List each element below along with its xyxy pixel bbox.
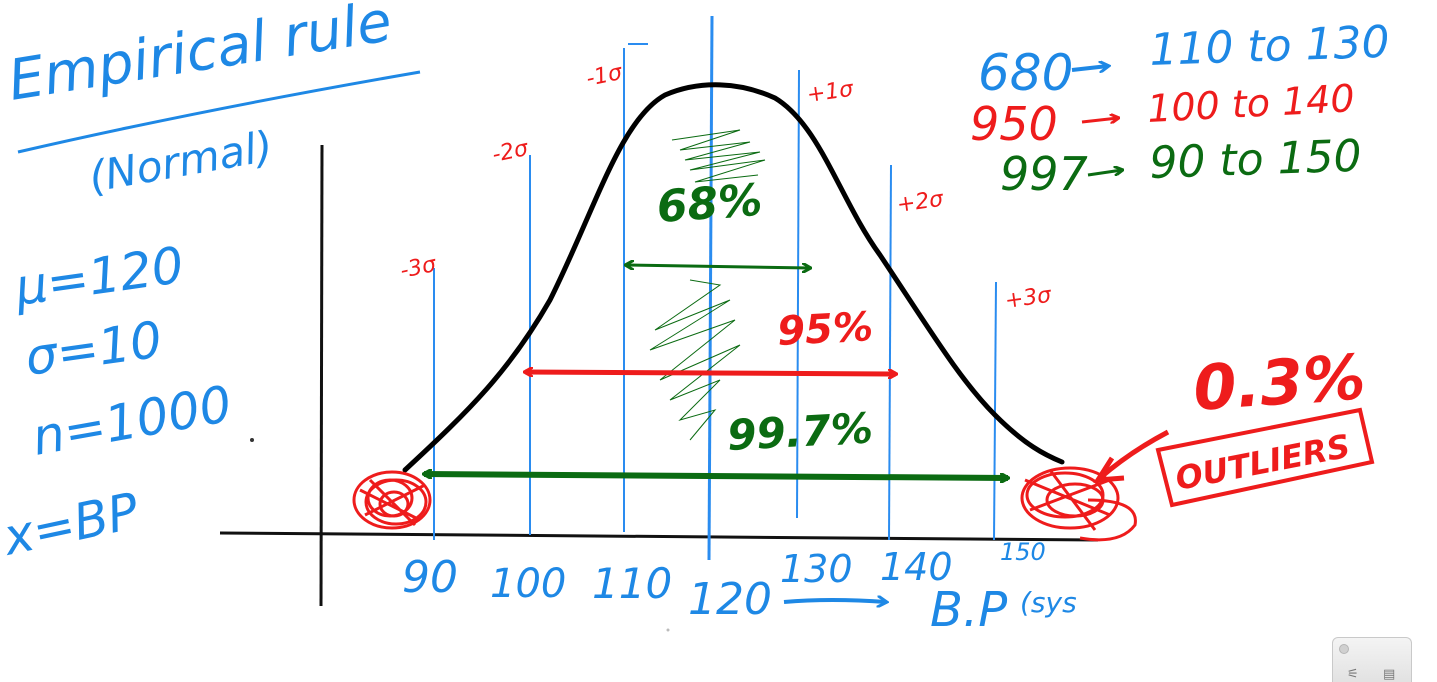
summary-range-950: 100 to 140: [1146, 76, 1355, 131]
sigma-label-plus-3: +3σ: [1003, 283, 1053, 314]
range-95-percent: 95%: [776, 304, 874, 355]
title: Empirical rule: [4, 0, 396, 114]
x-tick-130: 130: [780, 547, 853, 591]
summary-count-950: 950: [970, 97, 1058, 151]
sample-size-value: n=1000: [28, 375, 236, 467]
x-tick-100: 100: [490, 561, 566, 607]
left-outlier-scribble: [352, 470, 432, 530]
x-tick-110: 110: [592, 559, 672, 608]
outliers-percent: 0.3%: [1191, 340, 1368, 425]
outliers-box: [1155, 407, 1375, 508]
summary-range-680: 110 to 130: [1149, 17, 1391, 76]
sigma-label-plus-1: +1σ: [805, 77, 855, 108]
summary-arrow-680: [1071, 66, 1108, 70]
range-68-percent: 68%: [655, 175, 764, 233]
std-dev-value: σ=10: [22, 310, 166, 387]
x-axis-label: B.P: [930, 582, 1007, 638]
sigma-label-plus-2: +2σ: [895, 187, 945, 218]
range-95-arrow: [525, 372, 896, 374]
x-tick-labels: 90 100 110 120 130 140 150: [402, 538, 1046, 625]
window-dot-icon[interactable]: [1339, 644, 1349, 654]
x-tick-90: 90: [402, 552, 458, 603]
sigma-gridlines: [433, 15, 997, 561]
range-99-7-arrow: [424, 474, 1008, 478]
x-tick-140: 140: [880, 545, 953, 589]
summary-arrow-997: [1087, 170, 1122, 177]
right-outlier-scribble: [1020, 466, 1137, 542]
summary-count-680: 680: [978, 44, 1073, 102]
floating-tool-panel[interactable]: ⚟ ▤: [1332, 637, 1412, 682]
summary-count-997: 997: [1000, 147, 1088, 201]
sigma-label-minus-2: -2σ: [490, 136, 531, 168]
x-axis-unit: (sys: [1020, 586, 1077, 619]
sigma-labels: -3σ -2σ -1σ +1σ +2σ +3σ: [398, 60, 1054, 314]
x-axis: [219, 531, 1099, 542]
summary-arrow-950: [1081, 118, 1118, 122]
sigma-label-minus-1: -1σ: [584, 60, 625, 92]
sliders-icon[interactable]: ⚟: [1347, 667, 1359, 682]
variable-value: x=BP: [0, 482, 144, 568]
outliers-pointer-arrowhead: [1093, 456, 1125, 483]
gridline-plus-1-sigma: [796, 69, 800, 519]
x-tick-150: 150: [1000, 538, 1046, 566]
gridline-plus-2-sigma: [888, 164, 892, 541]
x-tick-120: 120: [688, 574, 772, 625]
range-99-7-percent: 99.7%: [726, 403, 874, 460]
mean-value: μ=120: [11, 236, 188, 317]
y-axis: [319, 144, 324, 607]
summary-range-997: 90 to 150: [1149, 131, 1363, 189]
outliers-pointer-arrow: [1098, 429, 1170, 480]
center-shading: [649, 129, 766, 441]
gridline-plus-3-sigma: [993, 281, 997, 541]
range-summary: 680 110 to 130 950 100 to 140 997 90 to …: [970, 17, 1390, 201]
stray-dot: [666, 628, 670, 632]
stray-dot: [250, 438, 254, 442]
parameter-list: μ=120 σ=10 n=1000 x=BP: [0, 236, 236, 567]
title-underline: [17, 70, 421, 154]
x-axis-label-arrow: [783, 600, 886, 602]
bell-curve: [402, 82, 1065, 473]
range-68-arrow: [626, 265, 810, 268]
subtitle: (Normal): [85, 121, 276, 201]
layout-icon[interactable]: ▤: [1383, 667, 1396, 682]
